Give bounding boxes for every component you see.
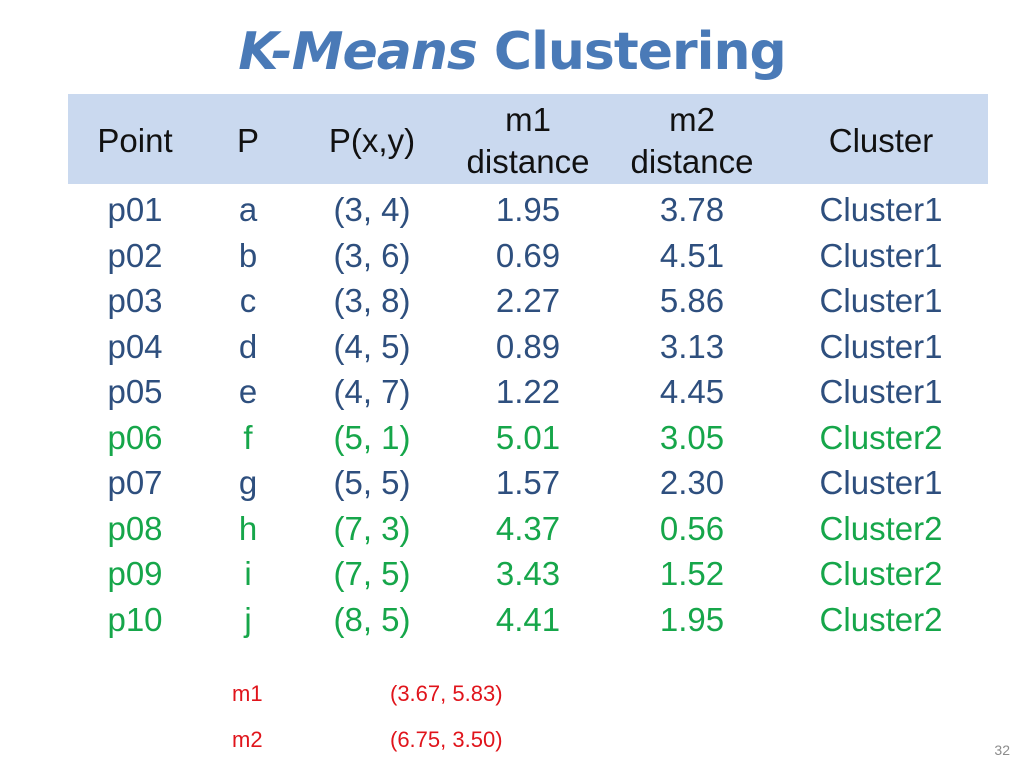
table-header-band	[68, 94, 988, 184]
mean-m1-label: m1	[232, 681, 263, 706]
cell-p: e	[238, 373, 258, 410]
cell-p: b	[238, 236, 258, 274]
cell-point: p08	[107, 509, 163, 547]
cell-pxy: (3, 8)	[333, 282, 411, 319]
cell-point: p05	[107, 373, 163, 410]
header-m2-line1: m2	[669, 101, 715, 138]
cell-pxy: (7, 5)	[333, 555, 411, 592]
cell-point: p01	[107, 191, 163, 228]
cell-cluster: Cluster2	[819, 600, 943, 638]
cell-cluster: Cluster2	[819, 509, 943, 547]
cell-m1: 1.57	[495, 464, 561, 501]
cell-cluster: Cluster1	[819, 282, 943, 319]
mean-m2-label: m2	[232, 727, 263, 752]
title-plain: Clustering	[493, 22, 787, 82]
cell-pxy: (3, 6)	[333, 236, 411, 274]
cell-pxy: (7, 3)	[333, 509, 411, 547]
cell-m2: 4.45	[659, 373, 725, 410]
cell-m2: 1.52	[659, 555, 725, 592]
cell-point: p09	[107, 555, 163, 592]
mean-m1-value: (3.67, 5.83)	[390, 681, 503, 706]
header-m1-line2: distance	[466, 143, 590, 180]
cell-p: f	[243, 418, 253, 456]
cell-point: p04	[107, 327, 163, 365]
cell-pxy: (4, 7)	[333, 373, 411, 410]
cell-pxy: (5, 5)	[333, 464, 411, 501]
cell-point: p10	[107, 600, 163, 638]
cell-m1: 1.95	[495, 191, 561, 228]
header-m1-line1: m1	[505, 101, 551, 138]
cell-m1: 0.69	[495, 236, 561, 274]
cell-m2: 3.13	[659, 327, 725, 365]
cell-point: p06	[107, 418, 163, 456]
cell-cluster: Cluster2	[819, 555, 943, 592]
cell-cluster: Cluster1	[819, 464, 943, 501]
cell-m1: 4.37	[495, 509, 561, 547]
cell-m1: 2.27	[495, 282, 561, 319]
cell-cluster: Cluster1	[819, 373, 943, 410]
slide-title: K-Means Clustering	[0, 22, 1024, 82]
cell-m2: 3.78	[659, 191, 725, 228]
cell-m2: 3.05	[659, 418, 725, 456]
title-italic: K-Means	[238, 22, 478, 82]
header-m2-distance: m2 distance	[614, 99, 770, 183]
cell-m1: 3.43	[495, 555, 561, 592]
cell-pxy: (4, 5)	[333, 327, 411, 365]
cell-p: a	[238, 191, 258, 228]
cell-m1: 5.01	[495, 418, 561, 456]
cell-p: h	[238, 509, 258, 547]
cell-pxy: (8, 5)	[333, 600, 411, 638]
cell-p: j	[244, 600, 252, 638]
cell-m1: 4.41	[495, 600, 561, 638]
cell-p: c	[239, 282, 257, 319]
cell-point: p03	[107, 282, 163, 319]
cell-cluster: Cluster1	[819, 236, 943, 274]
header-m2-line2: distance	[630, 143, 754, 180]
cell-m2: 2.30	[659, 464, 725, 501]
cell-m2: 5.86	[659, 282, 725, 319]
cell-pxy: (5, 1)	[333, 418, 411, 456]
mean-m2-value: (6.75, 3.50)	[390, 727, 503, 752]
header-cluster: Cluster	[828, 122, 934, 159]
header-m1-distance: m1 distance	[450, 99, 606, 183]
cell-cluster: Cluster1	[819, 191, 943, 228]
cell-cluster: Cluster2	[819, 418, 943, 456]
cell-p: d	[238, 327, 258, 365]
header-p: P	[236, 122, 259, 159]
cell-m2: 0.56	[659, 509, 725, 547]
cell-m2: 1.95	[659, 600, 725, 638]
cell-cluster: Cluster1	[819, 327, 943, 365]
cell-p: i	[244, 555, 252, 592]
header-pxy: P(x,y)	[328, 122, 416, 159]
page-number: 32	[994, 742, 1010, 758]
cell-m1: 1.22	[495, 373, 561, 410]
cell-point: p07	[107, 464, 163, 501]
cell-point: p02	[107, 236, 163, 274]
cell-p: g	[238, 464, 258, 501]
header-point: Point	[97, 122, 173, 159]
cell-m2: 4.51	[659, 236, 725, 274]
cell-pxy: (3, 4)	[333, 191, 411, 228]
cell-m1: 0.89	[495, 327, 561, 365]
